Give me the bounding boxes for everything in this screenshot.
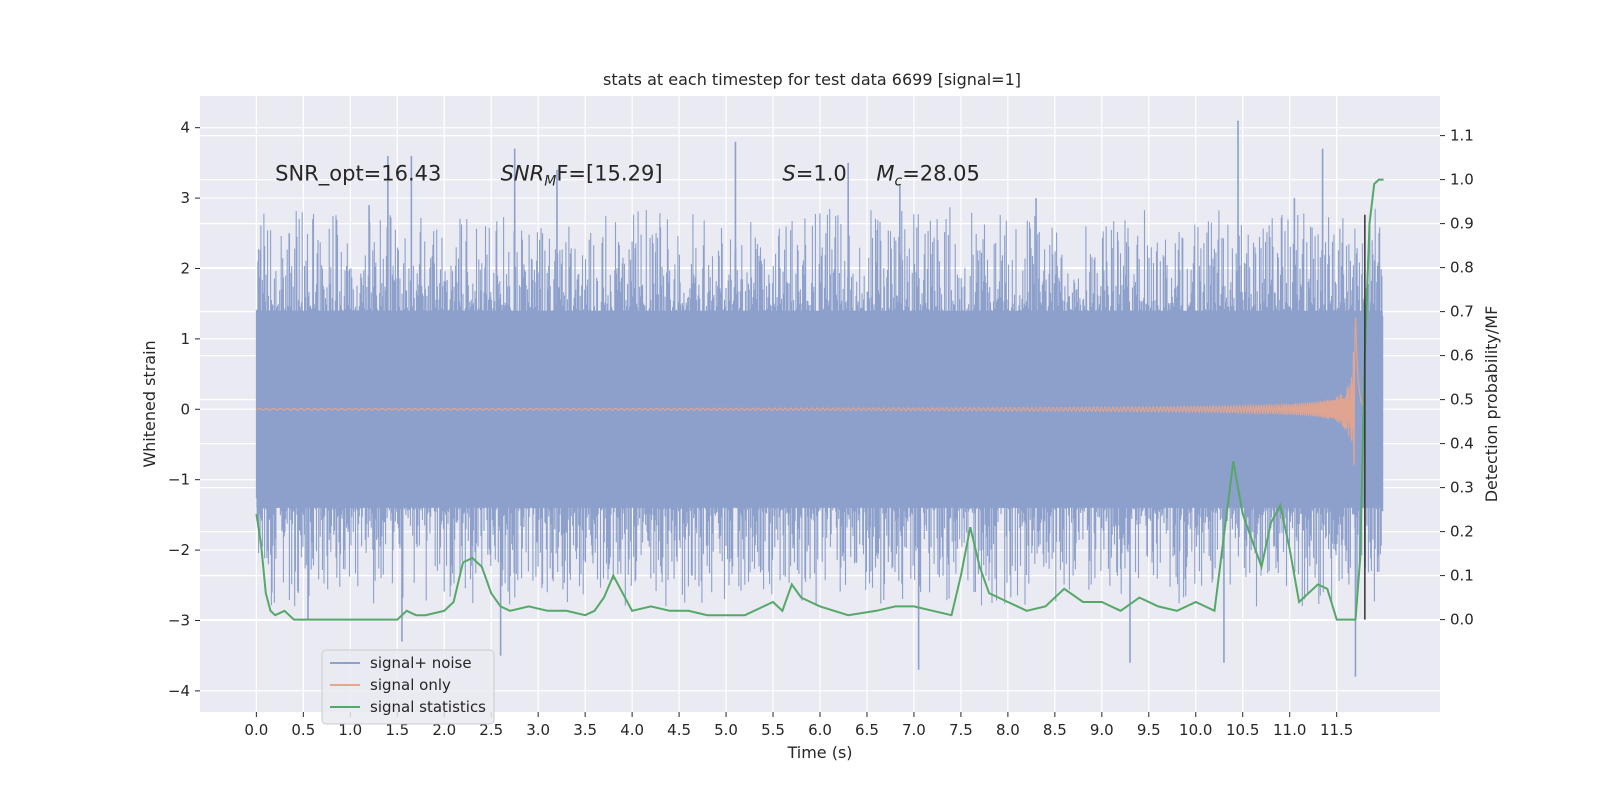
x-tick-label: 9.0 [1090, 721, 1114, 739]
y2-axis-ticks: 0.0 0.1 0.2 0.3 0.4 0.5 0.6 0.7 0.8 0.9 1.0 1.1 [1440, 127, 1474, 629]
annotation: Mc=28.05 [876, 161, 980, 189]
y-tick-label: 2 [180, 259, 190, 277]
y2-tick-label: 0.8 [1450, 259, 1474, 277]
y2-tick-label: 0.2 [1450, 523, 1474, 541]
x-tick-label: 5.0 [714, 721, 738, 739]
x-axis-label: Time (s) [786, 743, 852, 762]
legend: signal+ noise signal only signal statistic… [321, 649, 495, 725]
y-tick-label: 1 [180, 330, 190, 348]
y2-tick-label: 0.9 [1450, 215, 1474, 233]
y2-tick-label: 0.4 [1450, 435, 1474, 453]
x-axis-ticks: 0.0 0.5 1.0 1.5 2.0 2.5 3.0 3.5 4.0 4.5 5.0 5.5 6.0 6… [244, 712, 1353, 739]
statistics-trace [255, 178, 1384, 621]
x-tick-label: 10.5 [1226, 721, 1259, 739]
series-signal-only [256, 317, 1368, 466]
y-tick-label: 3 [180, 189, 190, 207]
annotation-subscript: c [894, 173, 902, 189]
x-tick-label: 1.5 [385, 721, 409, 739]
x-tick-label: 7.0 [902, 721, 926, 739]
y2-tick-label: 0.0 [1450, 611, 1474, 629]
y2-tick-label: 1.0 [1450, 171, 1474, 189]
y-tick-label: −3 [168, 611, 190, 629]
y2-tick-label: 0.6 [1450, 347, 1474, 365]
annotation-main: SNR_opt=16.43 [275, 161, 441, 186]
x-tick-label: 11.5 [1320, 721, 1353, 739]
y-tick-label: −1 [168, 471, 190, 489]
annotation-main: S [782, 161, 795, 185]
x-tick-label: 6.5 [855, 721, 879, 739]
annotation: SNR_opt=16.43 [275, 161, 441, 186]
chart-title: stats at each timestep for test data 669… [603, 70, 1021, 89]
annotation: SNRMF=[15.29] [501, 161, 663, 189]
x-tick-label: 2.0 [432, 721, 456, 739]
x-tick-label: 4.5 [667, 721, 691, 739]
y2-tick-label: 0.3 [1450, 479, 1474, 497]
x-tick-label: 7.5 [949, 721, 973, 739]
y-tick-label: 0 [180, 400, 190, 418]
annotation-main: SNR [501, 161, 545, 185]
y2-tick-label: 0.1 [1450, 567, 1474, 585]
x-tick-label: 3.0 [526, 721, 550, 739]
y-tick-label: 4 [180, 119, 190, 137]
x-tick-label: 10.0 [1179, 721, 1212, 739]
annotation-subscript: M [544, 173, 556, 189]
y-axis-label: Whitened strain [140, 340, 159, 467]
legend-label: signal statistics [370, 698, 486, 716]
annotation-rest: =28.05 [902, 161, 980, 185]
x-tick-label: 8.0 [996, 721, 1020, 739]
annotation-rest: =1.0 [796, 161, 847, 185]
signal-trace [256, 317, 1368, 466]
y2-tick-label: 0.5 [1450, 391, 1474, 409]
y2-axis-label: Detection probability/MF [1482, 306, 1501, 503]
y-tick-label: −4 [168, 682, 190, 700]
legend-label: signal+ noise [370, 654, 472, 672]
y2-tick-label: 1.1 [1450, 127, 1474, 145]
x-tick-label: 5.5 [761, 721, 785, 739]
x-tick-label: 11.0 [1273, 721, 1306, 739]
x-tick-label: 6.0 [808, 721, 832, 739]
x-tick-label: 0.5 [291, 721, 315, 739]
x-tick-label: 2.5 [479, 721, 503, 739]
x-tick-label: 1.0 [338, 721, 362, 739]
annotations: SNR_opt=16.43 SNRMF=[15.29] S=1.0 Mc=28.05 [275, 161, 980, 189]
y-tick-label: −2 [168, 541, 190, 559]
legend-label: signal only [370, 676, 451, 694]
annotation-main: M [876, 161, 894, 185]
x-tick-label: 9.5 [1137, 721, 1161, 739]
x-tick-label: 3.5 [573, 721, 597, 739]
y2-tick-label: 0.7 [1450, 303, 1474, 321]
x-tick-label: 0.0 [244, 721, 268, 739]
series-signal-statistics [255, 178, 1384, 621]
annotation: S=1.0 [782, 161, 846, 185]
x-tick-label: 8.5 [1043, 721, 1067, 739]
annotation-rest: F=[15.29] [556, 161, 662, 185]
legend-box [321, 649, 495, 725]
y-axis-ticks: −4 −3 −2 −1 0 1 2 3 4 [168, 119, 200, 700]
x-tick-label: 4.0 [620, 721, 644, 739]
